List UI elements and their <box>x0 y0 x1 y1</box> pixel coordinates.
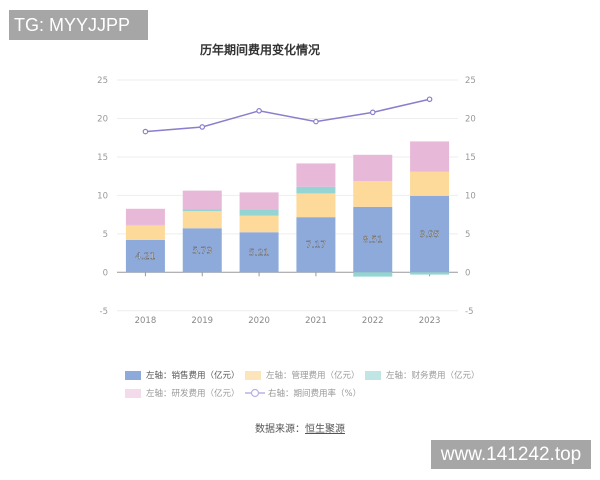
y-tick-label: -5 <box>100 307 108 317</box>
legend-item-expense-ratio[interactable]: 右轴：期间费用率（%） <box>245 387 361 399</box>
legend-item-rd[interactable]: 左轴：研发费用（亿元） <box>125 387 240 399</box>
watermark-telegram: TG: MYYJJPP <box>9 10 148 40</box>
legend-item-admin[interactable]: 左轴：管理费用（亿元） <box>245 369 360 381</box>
bar-segment <box>353 206 393 273</box>
line-point <box>426 96 433 103</box>
data-source: 数据来源：恒生聚源 <box>0 420 600 435</box>
legend-swatch <box>245 370 261 380</box>
line-point <box>142 128 149 135</box>
legend-label: 右轴：期间费用率（%） <box>268 389 362 399</box>
bar-segment <box>239 215 279 233</box>
y2-tick-label: 5 <box>465 230 470 240</box>
bar-segment <box>125 208 165 225</box>
y2-tick-label: -5 <box>465 307 473 317</box>
y-tick-label: 20 <box>97 115 108 125</box>
legend-swatch <box>365 370 381 380</box>
y2-tick-label: 10 <box>465 191 476 201</box>
bar-segment <box>410 195 450 273</box>
bar-segment <box>410 141 450 172</box>
y2-tick-label: 15 <box>465 153 476 163</box>
legend-swatch <box>125 388 141 398</box>
data-label: 8.51 <box>363 236 383 246</box>
y-tick-label: 0 <box>103 268 108 278</box>
legend-label: 左轴：财务费用（亿元） <box>386 371 480 381</box>
data-label: 7.17 <box>306 241 326 251</box>
bar-segment <box>239 209 279 216</box>
bar-segment <box>296 193 336 218</box>
data-label: 5.21 <box>249 248 269 258</box>
bar-segment <box>239 232 279 273</box>
bar-segment <box>353 181 393 207</box>
line-point <box>199 124 206 130</box>
y-tick-label: 25 <box>97 76 108 86</box>
y-tick-label: 10 <box>97 191 108 201</box>
bar-segment <box>182 228 222 273</box>
legend-item-finance[interactable]: 左轴：财务费用（亿元） <box>365 369 480 381</box>
data-label: 5.73 <box>192 246 212 256</box>
watermark-url: www.141242.top <box>431 440 591 469</box>
bar-segment <box>353 272 393 277</box>
bar-segment <box>296 217 336 273</box>
legend-swatch <box>125 370 141 380</box>
bar-segment <box>239 192 279 210</box>
bar-segment <box>296 163 336 187</box>
line-point <box>313 118 319 125</box>
bar-segment <box>353 154 393 182</box>
bar-segment <box>182 190 222 210</box>
x-tick-label: 2022 <box>362 316 384 326</box>
x-tick-label: 2019 <box>191 316 213 326</box>
bar-segment <box>410 272 450 275</box>
bar-segment <box>125 239 165 273</box>
y-tick-label: 5 <box>103 230 108 240</box>
legend-label: 左轴：研发费用（亿元） <box>146 389 240 399</box>
source-label: 数据来源： <box>255 424 305 435</box>
y2-tick-label: 20 <box>465 115 476 125</box>
x-tick-label: 2021 <box>305 316 327 326</box>
expense-ratio-line <box>145 98 430 133</box>
y2-tick-label: 0 <box>465 268 470 278</box>
source-link[interactable]: 恒生聚源 <box>305 424 345 435</box>
x-tick-label: 2018 <box>135 316 157 326</box>
bar-segment <box>410 171 450 196</box>
bar-segment <box>125 225 165 240</box>
line-marker-icon <box>245 388 265 398</box>
x-tick-label: 2023 <box>419 316 441 326</box>
line-point <box>256 108 262 114</box>
chart-title: 历年期间费用变化情况 <box>199 43 320 57</box>
legend-label: 左轴：管理费用（亿元） <box>266 371 360 381</box>
line-point <box>369 109 376 116</box>
legend-label: 左轴：销售费用（亿元） <box>146 371 240 381</box>
y-tick-label: 15 <box>97 153 108 163</box>
bar-segment <box>182 209 222 212</box>
x-tick-label: 2020 <box>248 316 270 326</box>
data-label: 9.95 <box>420 230 440 240</box>
bar-segment <box>296 186 336 194</box>
bar-segment <box>182 211 222 229</box>
data-label: 4.21 <box>135 252 155 262</box>
legend-item-sales[interactable]: 左轴：销售费用（亿元） <box>125 369 240 381</box>
y2-tick-label: 25 <box>465 76 476 86</box>
